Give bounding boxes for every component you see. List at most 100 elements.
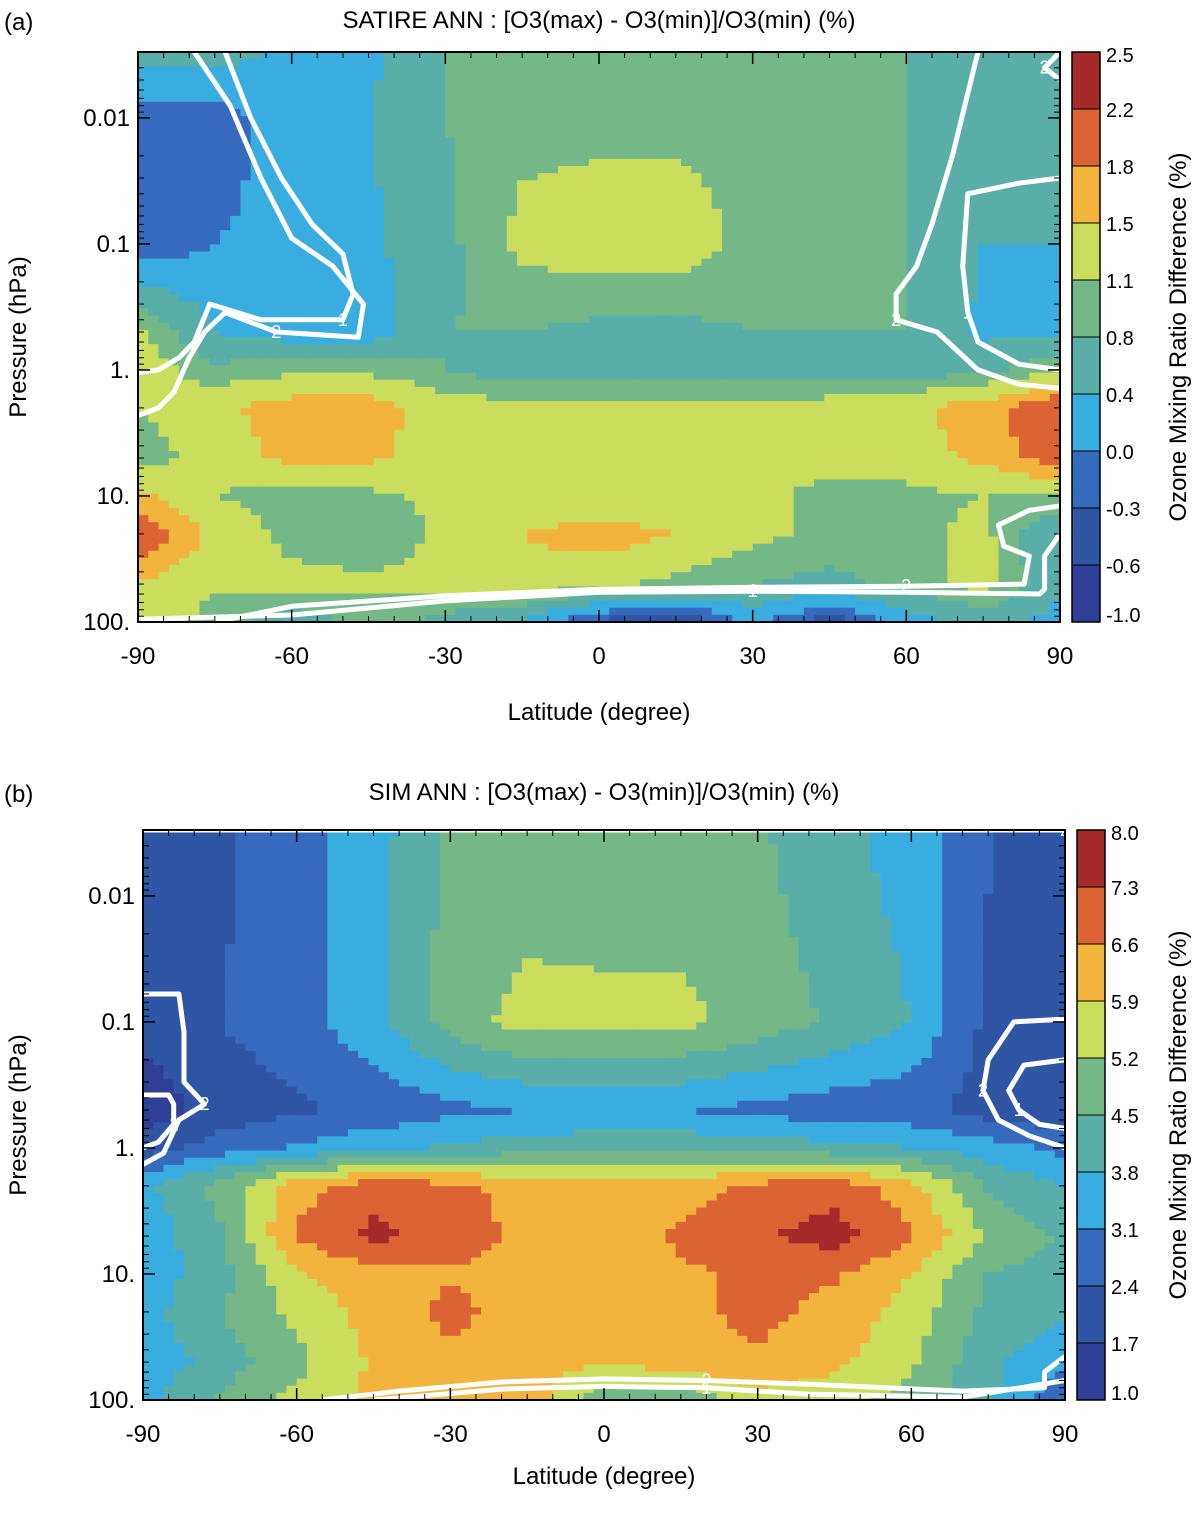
heatmap-cell (834, 173, 846, 181)
heatmap-cell (271, 372, 283, 381)
heatmap-cell (424, 187, 436, 196)
heatmap-cell (455, 308, 467, 317)
heatmap-cell (527, 244, 539, 253)
heatmap-cell (650, 244, 662, 253)
heatmap-cell (691, 109, 703, 117)
heatmap-cell (896, 215, 907, 224)
heatmap-cell (824, 344, 836, 352)
heatmap-cell (230, 386, 242, 395)
heatmap-cell (906, 436, 918, 445)
heatmap-cell (506, 59, 518, 67)
heatmap-cell (803, 66, 815, 74)
heatmap-cell (342, 166, 354, 174)
heatmap-cell (353, 422, 364, 431)
heatmap-cell (312, 436, 323, 445)
heatmap-cell (875, 73, 887, 82)
heatmap-cell (230, 436, 242, 445)
heatmap-cell (435, 280, 446, 288)
heatmap-cell (312, 351, 323, 359)
heatmap-cell (209, 116, 221, 124)
heatmap-cell (855, 408, 866, 416)
heatmap-cell (517, 301, 528, 310)
heatmap-cell (332, 301, 344, 310)
heatmap-cell (312, 173, 323, 181)
heatmap-cell (1008, 144, 1020, 153)
heatmap-cell (435, 265, 446, 274)
heatmap-cell (588, 436, 600, 445)
heatmap-cell (639, 201, 651, 210)
heatmap-cell (353, 401, 364, 409)
heatmap-cell (148, 166, 160, 174)
heatmap-cell (599, 73, 610, 82)
heatmap-cell (506, 287, 518, 295)
heatmap-cell (435, 94, 446, 103)
heatmap-cell (558, 365, 569, 374)
heatmap-cell (281, 258, 293, 267)
heatmap-cell (568, 230, 580, 238)
heatmap-cell (855, 301, 866, 310)
heatmap-cell (896, 308, 907, 317)
heatmap-cell (1019, 280, 1030, 288)
heatmap-cell (814, 344, 825, 352)
heatmap-cell (558, 329, 569, 338)
heatmap-cell (527, 237, 539, 245)
heatmap-cell (1019, 137, 1030, 146)
heatmap-cell (793, 59, 805, 67)
heatmap-cell (291, 251, 303, 260)
heatmap-cell (404, 66, 416, 74)
heatmap-cell (814, 315, 825, 324)
heatmap-cell (486, 123, 498, 131)
heatmap-cell (732, 272, 744, 281)
heatmap-cell (732, 109, 744, 117)
heatmap-cell (988, 315, 1000, 324)
heatmap-cell (916, 101, 928, 110)
heatmap-cell (373, 322, 385, 331)
heatmap-cell (855, 394, 866, 402)
heatmap-cell (527, 401, 539, 409)
heatmap-cell (281, 101, 293, 110)
heatmap-cell (947, 208, 959, 217)
heatmap-cell (1049, 166, 1060, 174)
heatmap-cell (240, 223, 252, 231)
heatmap-cell (209, 201, 221, 210)
heatmap-cell (793, 237, 805, 245)
heatmap-cell (527, 272, 539, 281)
heatmap-cell (250, 365, 262, 374)
heatmap-cell (496, 394, 508, 402)
heatmap-cell (680, 123, 692, 131)
heatmap-cell (824, 294, 836, 302)
heatmap-cell (281, 265, 293, 274)
heatmap-cell (178, 258, 190, 267)
heatmap-cell (291, 59, 303, 67)
heatmap-cell (875, 251, 887, 260)
heatmap-cell (937, 151, 948, 160)
heatmap-cell (957, 158, 969, 167)
heatmap-cell (148, 244, 160, 253)
heatmap-cell (1039, 80, 1051, 89)
heatmap-cell (394, 215, 405, 224)
heatmap-cell (301, 223, 313, 231)
heatmap-cell (670, 394, 682, 402)
heatmap-cell (916, 415, 928, 424)
heatmap-cell (414, 394, 426, 402)
heatmap-cell (465, 187, 477, 196)
heatmap-cell (721, 372, 733, 381)
heatmap-cell (342, 394, 354, 402)
heatmap-cell (711, 436, 723, 445)
heatmap-cell (947, 73, 959, 82)
heatmap-cell (342, 187, 354, 196)
heatmap-cell (404, 73, 416, 82)
heatmap-cell (599, 280, 610, 288)
heatmap-cell (619, 151, 631, 160)
heatmap-cell (209, 337, 221, 345)
heatmap-cell (353, 429, 364, 438)
heatmap-cell (158, 329, 170, 338)
heatmap-cell (701, 344, 713, 352)
heatmap-cell (762, 329, 774, 338)
heatmap-cell (558, 436, 569, 445)
heatmap-cell (619, 358, 631, 367)
heatmap-cell (435, 116, 446, 124)
heatmap-cell (732, 408, 744, 416)
heatmap-cell (752, 208, 764, 217)
heatmap-cell (721, 337, 733, 345)
